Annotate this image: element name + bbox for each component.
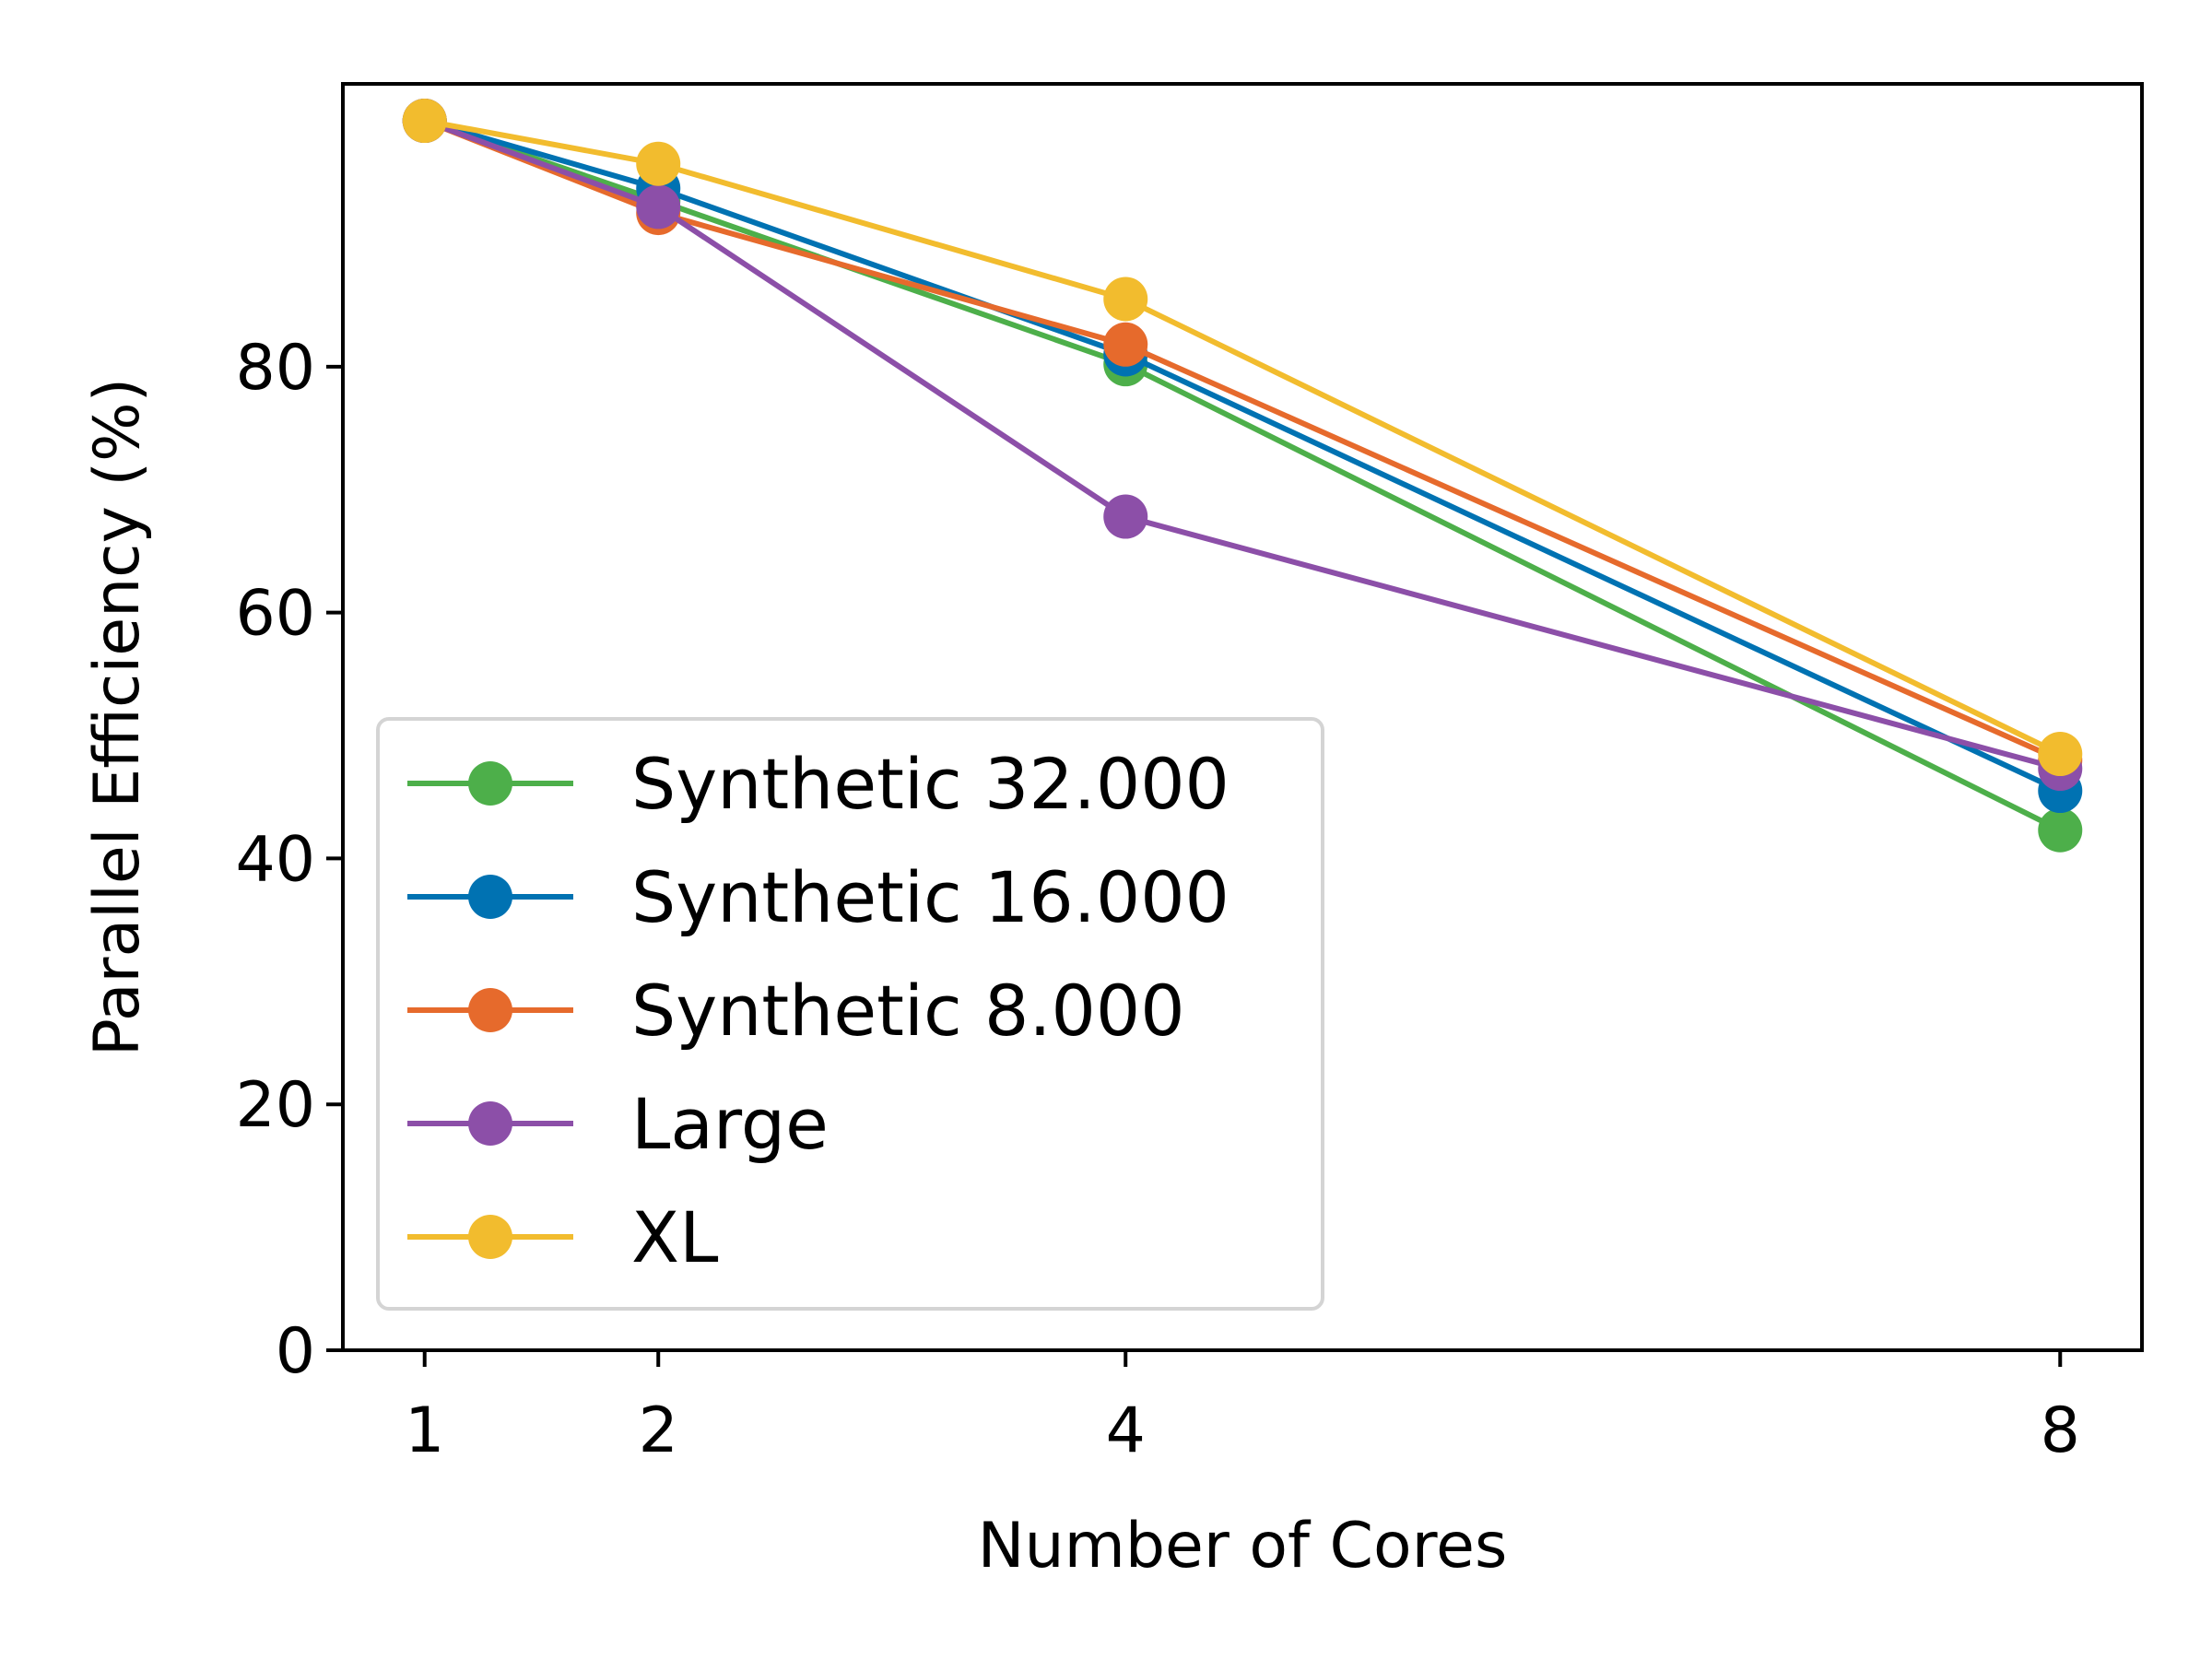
x-axis-label: Number of Cores xyxy=(978,1510,1508,1583)
y-tick-label: 40 xyxy=(235,823,315,896)
legend-item: Large xyxy=(407,1083,829,1165)
legend-marker xyxy=(468,761,512,806)
legend-marker xyxy=(468,1101,512,1146)
legend-box xyxy=(376,717,1324,1311)
legend-label: Large xyxy=(631,1083,829,1165)
data-point xyxy=(1103,494,1148,539)
x-tick-label: 8 xyxy=(2041,1394,2080,1467)
legend-label: Synthetic 8.000 xyxy=(631,970,1185,1052)
series-line xyxy=(421,118,2064,772)
x-tick-label: 1 xyxy=(405,1394,444,1467)
data-point xyxy=(636,141,681,186)
y-tick-label: 0 xyxy=(276,1315,315,1388)
y-tick-label: 80 xyxy=(235,332,315,405)
legend-item: XL xyxy=(407,1196,718,1278)
plot-area xyxy=(402,99,2083,853)
legend-item: Synthetic 8.000 xyxy=(407,970,1185,1052)
series-line xyxy=(421,118,2064,794)
legend-label: XL xyxy=(631,1196,718,1278)
y-axis-label: Parallel Efficiency (%) xyxy=(81,378,154,1056)
series-line xyxy=(421,118,2064,763)
legend-item: Synthetic 16.000 xyxy=(407,856,1230,938)
legend-marker xyxy=(468,875,512,919)
series-line xyxy=(421,118,2064,833)
y-tick-label: 60 xyxy=(235,578,315,651)
legend-item: Synthetic 32.000 xyxy=(407,743,1230,825)
legend: Synthetic 32.000 Synthetic 16.000 Syntheti… xyxy=(376,717,1324,1311)
axes-frame xyxy=(341,82,2144,1352)
data-point xyxy=(1103,276,1148,322)
y-tick-label: 20 xyxy=(235,1069,315,1142)
series-4 xyxy=(402,99,2083,777)
legend-marker xyxy=(468,988,512,1032)
data-point xyxy=(1103,322,1148,367)
series-line xyxy=(421,118,2064,758)
legend-label: Synthetic 16.000 xyxy=(631,856,1230,938)
data-point xyxy=(636,184,681,229)
legend-label: Synthetic 32.000 xyxy=(631,743,1230,825)
x-tick-label: 4 xyxy=(1106,1394,1146,1467)
data-point xyxy=(402,99,447,144)
data-point xyxy=(2038,807,2083,853)
series-3 xyxy=(402,99,2083,792)
x-tick-label: 2 xyxy=(639,1394,678,1467)
data-point xyxy=(2038,732,2083,777)
legend-marker xyxy=(468,1215,512,1259)
